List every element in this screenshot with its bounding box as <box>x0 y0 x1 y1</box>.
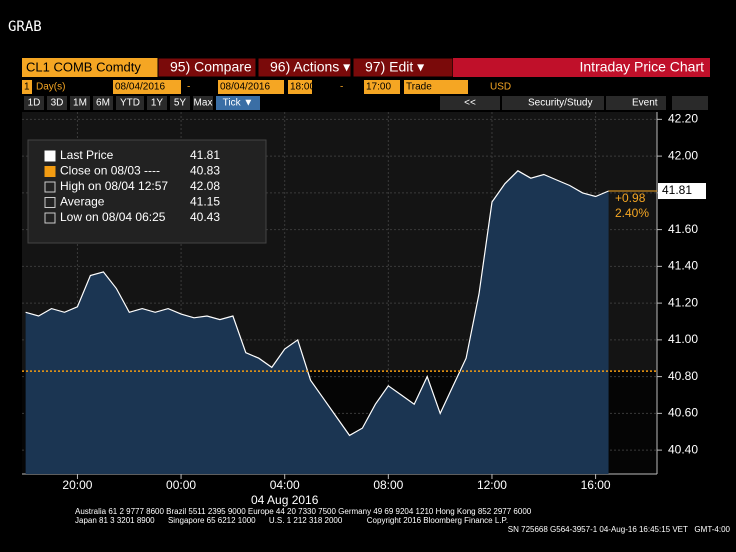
setting-text: Trade <box>406 82 432 93</box>
period-label[interactable]: 1Y <box>151 98 164 109</box>
setting-text: - <box>340 82 343 93</box>
period-button[interactable] <box>147 96 167 110</box>
period-button[interactable] <box>93 96 113 110</box>
x-tick-label: 08:00 <box>373 478 403 492</box>
change-label: 2.40% <box>615 206 649 220</box>
x-tick-label: 16:00 <box>581 478 611 492</box>
tool-button[interactable] <box>440 96 500 110</box>
setting-field[interactable] <box>364 80 400 94</box>
y-tick-label: 41.20 <box>668 295 698 309</box>
toolbar-button-label[interactable]: 95) Compare <box>170 59 252 75</box>
setting-text: USD <box>490 82 511 93</box>
window-title: GRAB <box>8 19 42 35</box>
ticker: CL1 COMB Comdty <box>26 59 141 74</box>
setting-text: 18:00 <box>290 82 315 93</box>
period-label[interactable]: 6M <box>96 98 110 109</box>
x-tick-label: 20:00 <box>62 478 92 492</box>
legend-value: 41.81 <box>190 148 220 162</box>
footer-text: Japan 81 3 3201 8900 Singapore 65 6212 1… <box>75 516 508 525</box>
legend-label: Last Price <box>60 148 114 162</box>
y-tick-label: 41.60 <box>668 222 698 236</box>
period-button[interactable] <box>116 96 144 110</box>
setting-field[interactable] <box>288 80 312 94</box>
last-price-tag <box>658 183 706 200</box>
period-button[interactable] <box>193 96 213 110</box>
tool-label[interactable]: Security/Study <box>528 98 592 109</box>
settings-gear[interactable] <box>672 96 708 110</box>
period-button[interactable] <box>47 96 67 110</box>
period-button[interactable] <box>170 96 190 110</box>
title-bar <box>453 58 710 77</box>
period-label[interactable]: 1M <box>73 98 87 109</box>
y-tick-label: 42.00 <box>668 148 698 162</box>
setting-text: 17:00 <box>366 82 391 93</box>
tool-button[interactable] <box>606 96 666 110</box>
price-line <box>25 170 609 437</box>
x-tick-label: 04:00 <box>270 478 300 492</box>
x-axis-label: 04 Aug 2016 <box>251 493 319 507</box>
setting-text: 1 <box>24 82 30 93</box>
toolbar-button[interactable] <box>157 57 257 78</box>
legend-swatch <box>44 166 56 177</box>
period-button[interactable] <box>70 96 90 110</box>
setting-field[interactable] <box>22 80 32 94</box>
tool-label[interactable]: Event <box>632 98 658 109</box>
footer-text: Australia 61 2 9777 8600 Brazil 5511 239… <box>75 507 532 516</box>
period-label[interactable]: Max <box>194 98 213 109</box>
y-tick-label: 40.60 <box>668 406 698 420</box>
y-tick-label: 42.20 <box>668 112 698 126</box>
y-tick-label: 40.40 <box>668 442 698 456</box>
period-button[interactable] <box>216 96 260 110</box>
setting-field[interactable] <box>404 80 468 94</box>
setting-field[interactable] <box>113 80 181 94</box>
period-button[interactable] <box>24 96 44 110</box>
period-label[interactable]: 3D <box>51 98 64 109</box>
change-label: +0.98 <box>615 191 646 205</box>
last-price-label: 41.81 <box>662 183 692 197</box>
setting-field[interactable] <box>218 80 284 94</box>
toolbar-button[interactable] <box>257 57 352 78</box>
y-tick-label: 41.00 <box>668 332 698 346</box>
y-tick-label: 41.40 <box>668 259 698 273</box>
x-tick-label: 00:00 <box>166 478 196 492</box>
period-label[interactable]: Tick ▼ <box>223 98 254 109</box>
chart-title: Intraday Price Chart <box>580 59 705 75</box>
legend-label: Average <box>60 195 105 209</box>
y-tick-label: 40.80 <box>668 369 698 383</box>
legend-label: Low on 08/04 06:25 <box>60 210 166 224</box>
setting-text: Day(s) <box>36 82 65 93</box>
setting-text: 08/04/2016 <box>115 82 165 93</box>
tool-button[interactable] <box>502 96 604 110</box>
legend-value: 42.08 <box>190 179 220 193</box>
period-label[interactable]: 1D <box>28 98 41 109</box>
legend-box <box>27 139 267 244</box>
legend-value: 40.83 <box>190 164 220 178</box>
legend-swatch <box>44 150 56 162</box>
legend-label: High on 08/04 12:57 <box>60 179 168 193</box>
legend-value: 40.43 <box>190 210 220 224</box>
setting-text: - <box>187 82 190 93</box>
x-tick-label: 12:00 <box>477 478 507 492</box>
period-label[interactable]: 5Y <box>174 98 187 109</box>
legend-value: 41.15 <box>190 195 220 209</box>
legend-swatch <box>44 212 56 224</box>
toolbar-button-label[interactable]: 96) Actions ▾ <box>270 59 350 75</box>
legend-swatch <box>44 197 56 208</box>
legend-label: Close on 08/03 ---- <box>60 164 160 178</box>
toolbar-button-label[interactable]: 97) Edit ▾ <box>365 59 424 75</box>
tool-label[interactable]: << <box>464 98 476 109</box>
footer-text: SN 725668 G564-3957-1 04-Aug-16 16:45:15… <box>508 525 731 534</box>
period-label[interactable]: YTD <box>120 98 140 109</box>
price-area <box>25 170 609 475</box>
legend-swatch <box>44 181 56 193</box>
setting-text: 08/04/2016 <box>220 82 270 93</box>
ticker-box <box>22 58 158 77</box>
